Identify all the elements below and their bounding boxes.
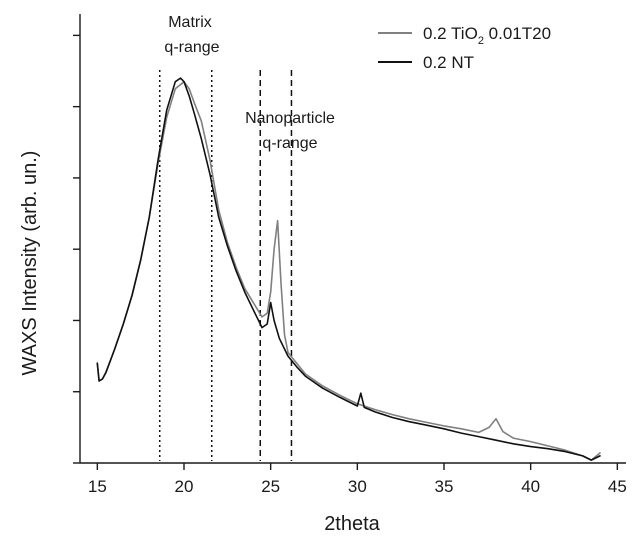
matrix-label-line2: q-range (164, 39, 219, 56)
x-ticks: 15 20 25 30 35 40 45 (88, 463, 627, 496)
legend-label-tio2-main: 0.2 TiO (423, 24, 478, 43)
legend-label-tio2: 0.2 TiO2 0.01T20 (423, 24, 551, 47)
axes (79, 14, 626, 464)
series-layer (96, 77, 601, 461)
y-ticks (73, 34, 80, 464)
matrix-label-line1: Matrix (168, 14, 212, 31)
x-tick-label: 15 (88, 477, 107, 496)
legend-label-nt: 0.2 NT (423, 53, 474, 72)
x-tick-label: 30 (348, 477, 367, 496)
x-tick-label: 45 (608, 477, 627, 496)
reference-lines (158, 70, 293, 461)
x-tick-label: 25 (261, 477, 280, 496)
x-axis-title: 2theta (324, 513, 380, 535)
legend: 0.2 TiO2 0.01T20 0.2 NT (378, 24, 551, 72)
series-line-1 (96, 80, 601, 461)
legend-label-tio2-rest: 0.01T20 (484, 24, 551, 43)
series-line-2 (96, 77, 601, 461)
x-tick-label: 35 (435, 477, 454, 496)
y-axis-title: WAXS Intensity (arb. un.) (19, 151, 41, 376)
nanoparticle-label-line2: q-range (262, 135, 317, 152)
x-tick-label: 20 (175, 477, 194, 496)
nanoparticle-label-line1: Nanoparticle (245, 110, 335, 127)
x-tick-label: 40 (521, 477, 540, 496)
legend-label-tio2-sub: 2 (478, 35, 484, 47)
